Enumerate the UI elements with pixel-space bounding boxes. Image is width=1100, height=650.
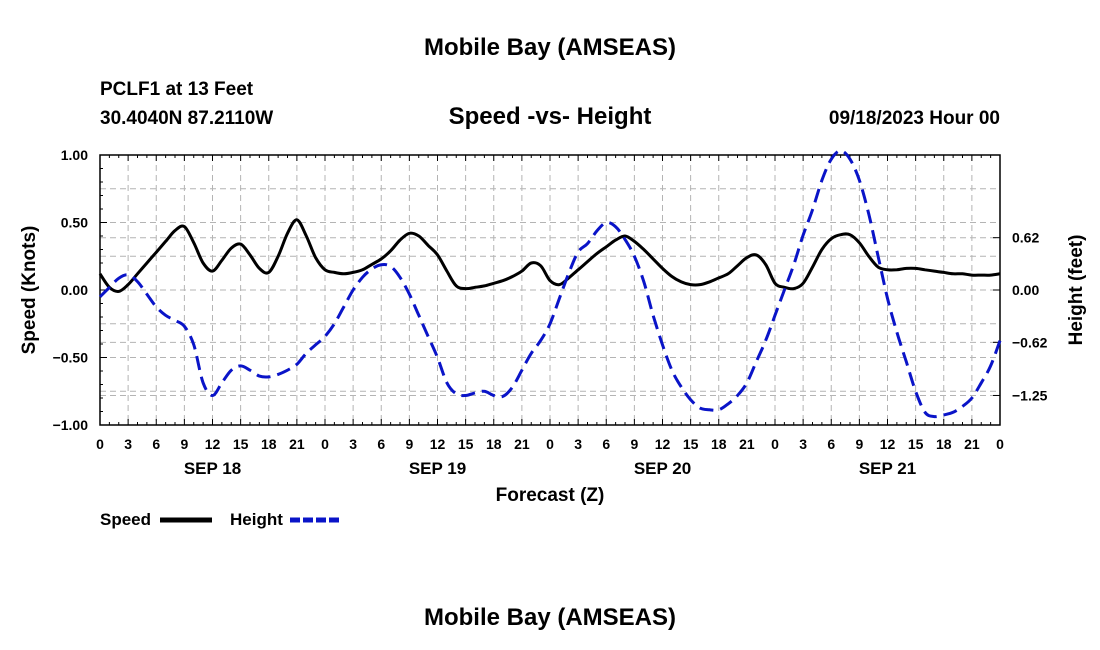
day-label: SEP 18: [184, 459, 241, 478]
x-tick-label: 21: [514, 436, 530, 452]
x-tick-label: 18: [711, 436, 727, 452]
legend-height-label: Height: [230, 510, 283, 529]
y2-tick-label: 0.00: [1012, 282, 1039, 298]
x-tick-label: 6: [152, 436, 160, 452]
x-tick-label: 15: [458, 436, 474, 452]
x-tick-label: 9: [405, 436, 413, 452]
tick-labels: 0 3 6 9 12 15 18 21 0 3 6 9 12 15 18 21 0 3 6 9 12 15 18 21 0 3 6 9…: [53, 147, 1048, 478]
height-series-line: [98, 149, 1002, 419]
plot-axes: [99, 154, 1001, 426]
day-label: SEP 19: [409, 459, 466, 478]
x-tick-label: 3: [574, 436, 582, 452]
x-tick-label: 3: [349, 436, 357, 452]
x-axis-label: Forecast (Z): [496, 485, 605, 506]
x-tick-label: 12: [430, 436, 446, 452]
x-tick-label: 9: [630, 436, 638, 452]
chart-legend: Speed Height: [100, 510, 342, 529]
x-tick-label: 12: [880, 436, 896, 452]
chart-title: Speed -vs- Height: [449, 103, 652, 130]
x-tick-label: 18: [261, 436, 277, 452]
station-label: PCLF1 at 13 Feet: [100, 79, 254, 100]
x-tick-label: 15: [233, 436, 249, 452]
x-tick-label: 3: [124, 436, 132, 452]
x-tick-label: 6: [602, 436, 610, 452]
x-tick-label: 6: [377, 436, 385, 452]
main-title: Mobile Bay (AMSEAS): [424, 34, 676, 61]
x-tick-label: 6: [827, 436, 835, 452]
y-tick-label: −1.00: [53, 417, 89, 433]
footer-title: Mobile Bay (AMSEAS): [424, 604, 676, 631]
x-tick-label: 15: [683, 436, 699, 452]
y2-tick-label: 0.62: [1012, 230, 1039, 246]
forecast-date: 09/18/2023 Hour 00: [829, 108, 1000, 129]
x-tick-label: 12: [205, 436, 221, 452]
x-tick-label: 9: [180, 436, 188, 452]
y-tick-label: 0.50: [61, 215, 88, 231]
y2-tick-label: −0.62: [1012, 334, 1048, 350]
x-tick-label: 0: [546, 436, 554, 452]
x-tick-label: 3: [799, 436, 807, 452]
x-tick-label: 12: [655, 436, 671, 452]
station-coords: 30.4040N 87.2110W: [100, 108, 273, 129]
x-tick-label: 0: [771, 436, 779, 452]
x-tick-label: 15: [908, 436, 924, 452]
x-tick-label: 0: [996, 436, 1004, 452]
x-tick-label: 0: [96, 436, 104, 452]
series-lines: [98, 149, 1002, 419]
x-tick-label: 18: [486, 436, 502, 452]
y-tick-label: 0.00: [61, 282, 88, 298]
x-tick-label: 21: [964, 436, 980, 452]
day-label: SEP 20: [634, 459, 691, 478]
x-tick-label: 21: [739, 436, 755, 452]
y-tick-label: −0.50: [53, 350, 89, 366]
x-tick-label: 18: [936, 436, 952, 452]
y-tick-label: 1.00: [61, 147, 88, 163]
x-tick-label: 21: [289, 436, 305, 452]
plot-frame: [99, 154, 1001, 426]
y2-tick-label: −1.25: [1012, 387, 1048, 403]
y2-axis-label: Height (feet): [1066, 235, 1087, 346]
day-label: SEP 21: [859, 459, 916, 478]
x-tick-label: 9: [855, 436, 863, 452]
speed-series-line: [98, 218, 1001, 293]
x-tick-label: 0: [321, 436, 329, 452]
legend-speed-label: Speed: [100, 510, 151, 529]
y-axis-label: Speed (Knots): [19, 226, 40, 355]
